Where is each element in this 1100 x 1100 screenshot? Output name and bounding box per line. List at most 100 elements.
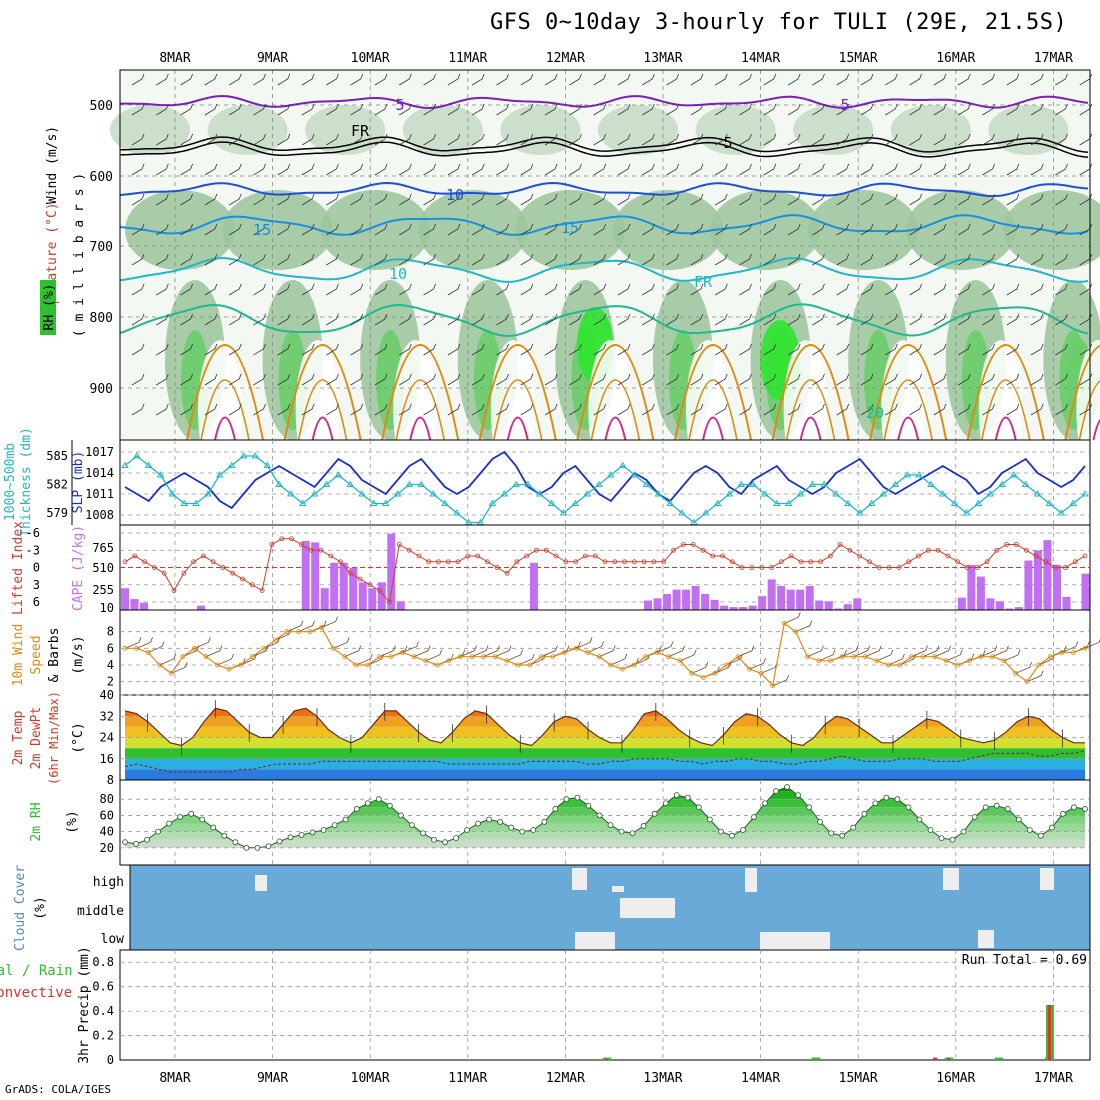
slp-axis-label: SLP (mb): [71, 451, 86, 514]
cloud-unit-label: (%): [33, 896, 48, 919]
temp-unit-label: (°C): [71, 722, 86, 753]
wind-barb: [131, 163, 145, 176]
wind-barb: [836, 103, 850, 116]
li-point: [161, 570, 167, 576]
li-point: [935, 547, 941, 553]
wind-speed-point: [284, 629, 290, 635]
thickness-point: [500, 490, 509, 497]
thickness-point: [192, 499, 200, 506]
wind-barb: [812, 253, 825, 266]
rh-point: [982, 804, 989, 811]
wind-speed-point: [458, 654, 463, 660]
rh-point: [475, 820, 482, 827]
temp-contour-15: [119, 257, 1089, 283]
wind-barb: [423, 283, 436, 296]
li-point: [445, 559, 451, 565]
wind-barb: [1006, 73, 1020, 86]
wind-barb: [599, 645, 616, 658]
wind-barb: [1006, 403, 1020, 416]
cape-bar: [834, 608, 843, 610]
temp-contour-30: [994, 416, 1017, 441]
credit-label: GrADS: COLA/IGES: [5, 1083, 111, 1096]
cape-bar: [748, 605, 757, 610]
wind-barb: [957, 223, 971, 236]
wind-barb: [714, 403, 728, 416]
wind-barb: [252, 645, 269, 658]
wind-speed-point: [226, 666, 232, 672]
thickness-point: [571, 499, 580, 506]
wind-barb: [666, 403, 679, 416]
wind-speed-point: [712, 670, 718, 676]
wind-barb: [812, 163, 825, 176]
wind-barb: [447, 403, 461, 416]
wind-barb: [909, 313, 922, 326]
temp-contour-25: [381, 344, 460, 441]
wind-barb: [836, 343, 850, 356]
wind-barb: [888, 653, 905, 666]
wind-barb: [520, 163, 534, 176]
wind-barb: [277, 133, 291, 146]
wind-barb: [301, 73, 315, 86]
thickness-point: [642, 480, 651, 487]
wind-barb: [204, 403, 218, 416]
wind-speed-point: [585, 650, 591, 655]
wind-barb: [933, 283, 947, 296]
rh-point: [585, 802, 592, 809]
li-point: [778, 559, 784, 565]
rh-point: [1071, 804, 1077, 811]
li-point: [602, 559, 608, 565]
cape-bar: [368, 588, 377, 610]
contour-label: 5: [395, 96, 404, 114]
wind-barb: [180, 343, 193, 356]
wind-barb: [909, 103, 922, 116]
contour-label: 15: [561, 219, 579, 237]
wind-barb: [714, 343, 728, 356]
wind-barb: [593, 313, 607, 326]
wind-barb: [593, 403, 607, 416]
wind-barb: [763, 133, 777, 146]
wind-barb: [156, 403, 169, 416]
wind-barb: [909, 253, 922, 266]
rh-point: [1026, 827, 1033, 833]
thickness-point: [121, 461, 129, 468]
rh-point: [166, 820, 173, 827]
wind-barb: [544, 223, 558, 236]
wind-barb: [350, 373, 364, 386]
wind-barb: [326, 283, 339, 296]
wind-barb: [379, 645, 396, 658]
thickness-point: [654, 490, 663, 497]
wind-barb: [156, 343, 169, 356]
temp-tick-label: 8: [107, 773, 114, 787]
wind-barb: [447, 133, 461, 146]
wind-barb: [836, 403, 850, 416]
li-point: [1004, 542, 1010, 547]
wind-barb: [885, 373, 898, 386]
thickness-point: [950, 499, 959, 506]
wind-barb: [131, 133, 145, 146]
wind-barb: [933, 223, 947, 236]
rh-point: [541, 819, 548, 825]
wind-barb: [204, 283, 218, 296]
wind-barb: [399, 313, 412, 326]
li-point: [289, 536, 294, 542]
wind-barb: [147, 641, 165, 653]
wind-speed-point: [238, 662, 244, 668]
precip-rain-bar: [812, 1057, 820, 1060]
li-point: [1072, 559, 1078, 565]
wind-barb: [1030, 133, 1044, 146]
wind-speed-point: [943, 658, 949, 664]
wind-barb: [787, 223, 801, 236]
wind-barb: [228, 193, 242, 206]
wind-barb: [876, 649, 894, 662]
wind-barb: [666, 313, 679, 326]
wind-barb: [277, 193, 291, 206]
temp-contour-25: [478, 344, 557, 441]
dewpt-axis-label: 2m DewPt: [29, 707, 44, 770]
li-point: [984, 559, 990, 565]
thickness-point: [927, 480, 935, 487]
li-point: [563, 559, 569, 565]
temp-contour-30: [1092, 418, 1100, 441]
date-label-bottom: 17MAR: [1034, 1071, 1073, 1086]
wind-barb: [374, 163, 388, 176]
wind-barb: [520, 313, 534, 326]
